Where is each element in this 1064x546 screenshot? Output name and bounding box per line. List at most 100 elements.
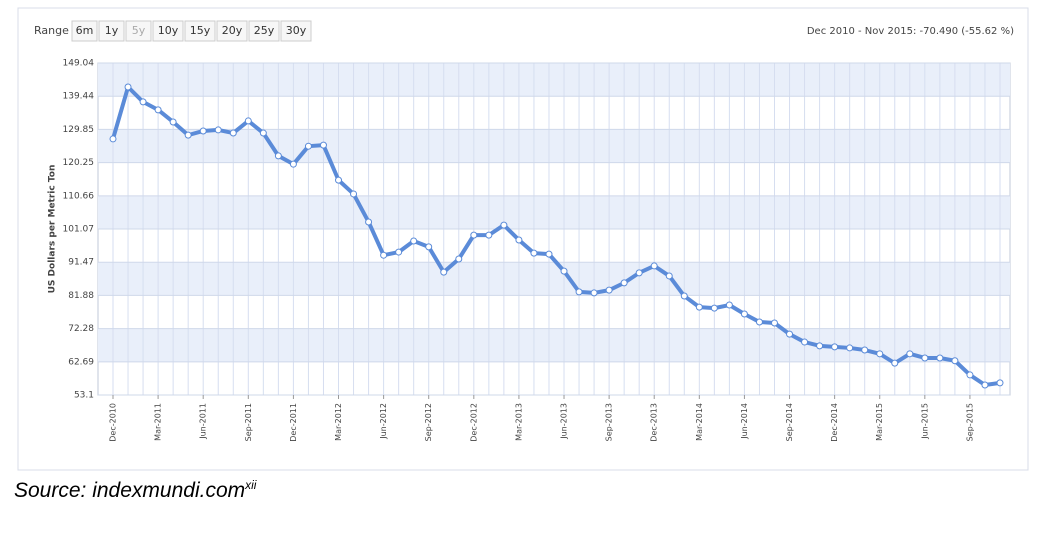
range-button[interactable]: 20y: [216, 20, 248, 42]
data-point: [425, 243, 433, 251]
data-point: [846, 344, 854, 352]
range-button[interactable]: 25y: [248, 20, 280, 42]
data-point: [680, 292, 688, 300]
range-button[interactable]: 30y: [280, 20, 312, 42]
range-button[interactable]: 15y: [184, 20, 216, 42]
data-point: [575, 288, 583, 296]
range-button[interactable]: 10y: [152, 20, 184, 42]
data-point: [274, 152, 282, 160]
x-tick-label: Sep-2011: [244, 403, 253, 441]
data-point: [244, 117, 252, 125]
range-buttons: 6m 1y 5y 10y 15y 20y 25y 30y: [71, 20, 312, 42]
data-point: [786, 330, 794, 338]
y-tick-label: 110.66: [63, 191, 95, 201]
button-label[interactable]: 5y: [132, 24, 146, 37]
data-point: [214, 126, 222, 134]
data-point: [365, 218, 373, 226]
data-point: [891, 359, 899, 367]
data-point: [545, 250, 553, 258]
y-tick-label: 81.88: [68, 291, 94, 301]
data-point: [259, 129, 267, 137]
x-tick-label: Sep-2013: [605, 403, 614, 441]
y-tick-label: 149.04: [63, 59, 95, 69]
range-button[interactable]: 1y: [98, 20, 125, 42]
data-point: [816, 342, 824, 350]
data-point: [951, 357, 959, 365]
x-tick-label: Mar-2015: [875, 403, 884, 441]
y-tick-label: 120.25: [63, 158, 95, 168]
x-tick-label: Jun-2015: [920, 403, 929, 440]
band: [98, 262, 1010, 296]
button-label[interactable]: 15y: [190, 24, 211, 37]
data-point: [650, 262, 658, 270]
data-point: [801, 338, 809, 346]
x-tick-label: Jun-2011: [199, 403, 208, 440]
x-tick-label: Jun-2014: [740, 403, 749, 440]
data-point: [590, 289, 598, 297]
data-point: [740, 310, 748, 318]
data-point: [981, 381, 989, 389]
data-point: [304, 142, 312, 150]
data-point: [620, 279, 628, 287]
data-point: [229, 129, 237, 137]
data-point: [861, 346, 869, 354]
button-label[interactable]: 25y: [254, 24, 275, 37]
button-label[interactable]: 10y: [158, 24, 179, 37]
x-tick-label: Mar-2012: [334, 403, 343, 441]
data-point: [124, 83, 132, 91]
data-point: [725, 301, 733, 309]
range-button[interactable]: 5y: [125, 20, 152, 42]
button-box: [125, 20, 152, 42]
y-tick-label: 91.47: [68, 258, 94, 268]
data-point: [380, 251, 388, 259]
data-point: [289, 160, 297, 168]
data-point: [485, 231, 493, 239]
data-point: [605, 286, 613, 294]
source-note: xii: [245, 478, 257, 492]
data-point: [350, 190, 358, 198]
band: [98, 195, 1010, 229]
data-point: [410, 237, 418, 245]
data-point: [665, 272, 673, 280]
data-point: [395, 248, 403, 256]
data-point: [966, 371, 974, 379]
x-tick-label: Dec-2010: [109, 403, 118, 442]
data-point: [710, 304, 718, 312]
data-point: [500, 221, 508, 229]
y-tick-label: 139.44: [63, 92, 95, 102]
y-tick-label: 62.69: [68, 357, 94, 367]
band: [98, 63, 1010, 97]
button-label[interactable]: 30y: [286, 24, 307, 37]
x-tick-label: Dec-2013: [650, 403, 659, 442]
button-box: [248, 20, 280, 42]
x-tick-label: Mar-2011: [154, 403, 163, 441]
x-tick-label: Sep-2012: [424, 403, 433, 441]
x-tick-label: Sep-2015: [965, 403, 974, 441]
data-point: [936, 354, 944, 362]
data-point: [169, 118, 177, 126]
band: [98, 129, 1010, 163]
y-tick-label: 101.07: [63, 225, 95, 235]
x-tick-label: Dec-2011: [289, 403, 298, 442]
data-point: [335, 176, 343, 184]
x-tick-label: Jun-2012: [379, 403, 388, 440]
data-point: [695, 303, 703, 311]
range-label: Range: [34, 24, 69, 37]
y-tick-label: 129.85: [63, 125, 95, 135]
range-button[interactable]: 6m: [71, 20, 98, 42]
data-point: [515, 236, 523, 244]
data-point: [319, 141, 327, 149]
button-label[interactable]: 20y: [222, 24, 243, 37]
data-point: [154, 106, 162, 114]
data-point: [109, 135, 117, 143]
button-label[interactable]: 1y: [105, 24, 119, 37]
summary: Dec 2010 - Nov 2015: -70.490 (-55.62 %): [807, 26, 1014, 37]
x-tick-label: Dec-2012: [469, 403, 478, 442]
data-point: [906, 350, 914, 358]
data-point: [199, 127, 207, 135]
source: Source: indexmundi.comxii: [14, 478, 256, 503]
data-point: [530, 249, 538, 257]
x-tick-label: Mar-2014: [695, 403, 704, 441]
data-point: [770, 319, 778, 327]
button-label[interactable]: 6m: [76, 24, 94, 37]
